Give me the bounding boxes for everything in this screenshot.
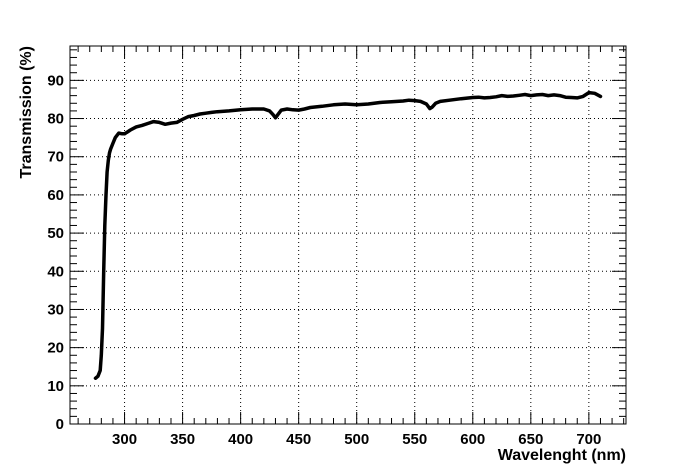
- x-tick-label: 500: [344, 431, 369, 448]
- tick-labels: 300 350 400 450 500 550 600 650 700 0 10 20 30 40 50 60…: [47, 72, 601, 448]
- y-axis-title: Transmission (%): [18, 46, 35, 178]
- y-tick-label: 30: [47, 301, 64, 318]
- transmission-line: [93, 90, 603, 380]
- x-axis-title: Wavelenght (nm): [498, 447, 626, 464]
- y-tick-label: 90: [47, 72, 64, 89]
- y-tick-label: 20: [47, 340, 64, 357]
- y-tick-label: 80: [47, 111, 64, 128]
- series-layer: [93, 90, 603, 380]
- y-tick-label: 0: [56, 416, 64, 433]
- y-tick-label: 70: [47, 149, 64, 166]
- x-tick-label: 600: [460, 431, 485, 448]
- x-tick-label: 700: [576, 431, 601, 448]
- grid: [70, 46, 626, 424]
- x-tick-label: 400: [228, 431, 253, 448]
- plot-frame: [69, 45, 627, 425]
- y-tick-label: 50: [47, 225, 64, 242]
- y-tick-label: 10: [47, 378, 64, 395]
- plot-border: [69, 45, 627, 425]
- y-tick-label: 40: [47, 263, 64, 280]
- x-tick-label: 650: [518, 431, 543, 448]
- x-tick-label: 550: [402, 431, 427, 448]
- y-tick-label: 60: [47, 187, 64, 204]
- x-tick-label: 450: [286, 431, 311, 448]
- x-tick-label: 300: [112, 431, 137, 448]
- x-tick-label: 350: [170, 431, 195, 448]
